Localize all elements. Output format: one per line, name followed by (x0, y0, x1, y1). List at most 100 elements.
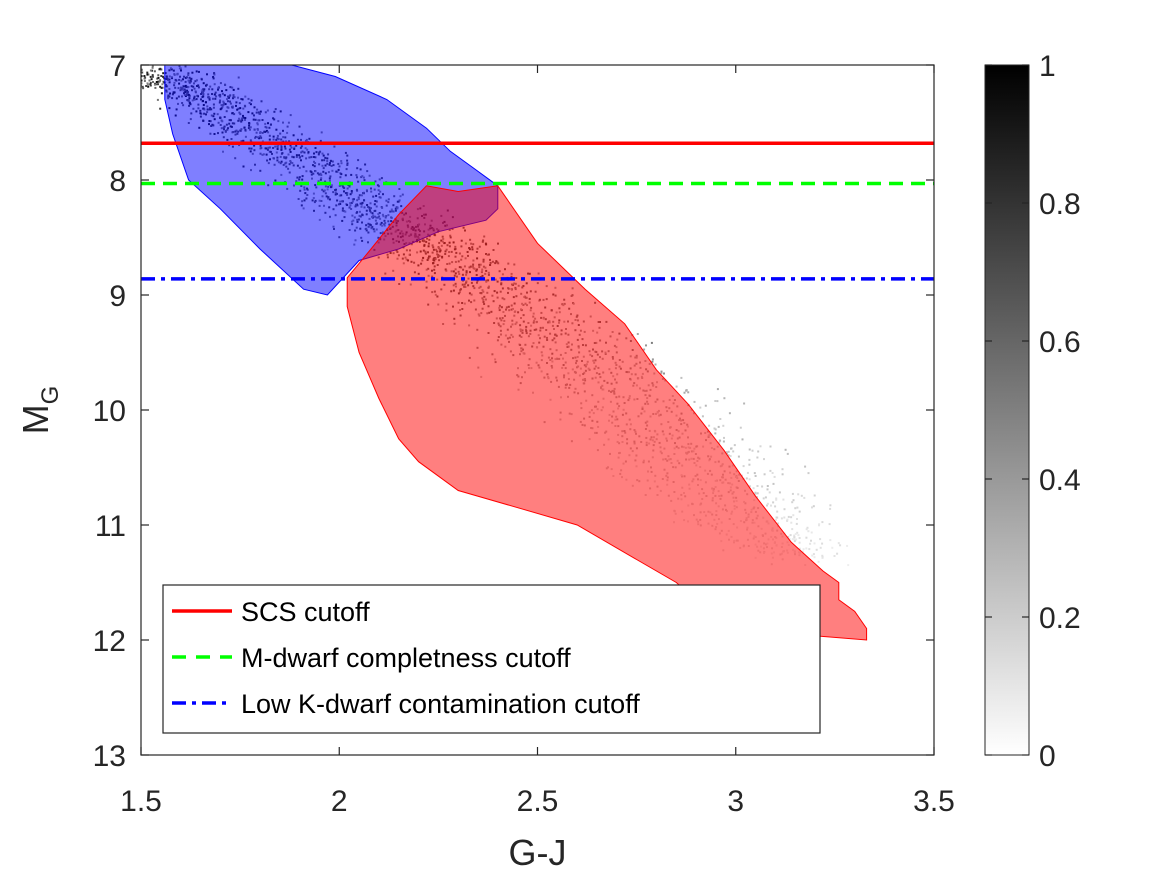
x-tick-label: 2.5 (517, 785, 559, 818)
density-cell (155, 81, 158, 83)
density-cell (781, 473, 784, 476)
density-cell (714, 428, 717, 431)
colorbar-ticks: 0 0.2 0.4 0.6 0.8 1 (985, 50, 1081, 773)
density-cell (727, 450, 730, 453)
density-cell (739, 426, 742, 429)
density-cell (757, 450, 760, 453)
density-cell (722, 424, 725, 427)
density-cell (151, 74, 154, 77)
density-cell (135, 82, 137, 84)
density-cell (763, 473, 766, 476)
density-cell (772, 501, 775, 504)
density-cell (146, 71, 149, 74)
density-cell (714, 432, 717, 435)
x-tick-label: 3 (727, 785, 744, 818)
density-cell (795, 522, 798, 525)
y-axis-label-main: M (15, 404, 56, 434)
density-cell (737, 455, 740, 458)
density-cell (134, 71, 136, 73)
density-cell (660, 372, 663, 375)
density-cell (727, 454, 730, 457)
density-cell (654, 363, 657, 366)
density-cell (756, 456, 759, 459)
density-cell (733, 444, 736, 447)
density-cell (137, 82, 139, 84)
density-cell (797, 493, 800, 496)
density-cell (701, 415, 704, 418)
density-cell (775, 498, 778, 501)
density-cell (804, 465, 807, 468)
density-cell (798, 541, 801, 544)
legend-box (162, 584, 821, 734)
density-cell (813, 556, 816, 559)
density-cell (142, 87, 145, 90)
density-cell (775, 497, 778, 500)
density-cell (809, 542, 812, 545)
density-cell (753, 472, 756, 475)
density-cell (846, 544, 849, 547)
density-cell (660, 370, 663, 373)
colorbar-gradient (984, 64, 1030, 756)
density-cell (783, 516, 786, 519)
density-cell (769, 445, 772, 448)
density-cell (722, 440, 725, 443)
density-cell (151, 66, 154, 69)
density-cell (728, 412, 731, 415)
density-cell (789, 534, 792, 537)
density-cell (761, 485, 764, 488)
density-cell (772, 482, 775, 485)
density-cell (783, 508, 786, 511)
density-cell (811, 506, 813, 509)
density-cell (743, 402, 746, 405)
density-cell (150, 78, 153, 81)
density-cell (693, 400, 696, 403)
density-cell (791, 492, 794, 495)
density-cell (777, 522, 779, 525)
density-cell (813, 494, 816, 497)
density-cell (766, 488, 769, 491)
density-cell (810, 539, 812, 542)
density-cell (756, 485, 759, 487)
density-cell (786, 518, 789, 521)
density-cell (771, 472, 774, 474)
density-cell (821, 554, 824, 557)
density-cell (751, 449, 754, 452)
density-cell (719, 439, 722, 442)
density-cell (157, 80, 160, 83)
density-cell (759, 445, 762, 448)
density-cell (805, 547, 808, 550)
density-cell (160, 92, 163, 95)
density-cell (152, 81, 154, 83)
density-cell (723, 436, 725, 439)
density-cell (748, 458, 751, 461)
density-cell (141, 75, 143, 78)
density-cell (748, 448, 751, 451)
density-cell (143, 80, 146, 82)
density-cell (796, 531, 799, 534)
density-cell (146, 82, 149, 85)
density-cell (717, 425, 720, 428)
density-cell (651, 360, 654, 363)
density-cell (160, 68, 163, 71)
density-cell (105, 72, 107, 74)
density-cell (801, 550, 804, 553)
density-cell (645, 344, 647, 347)
density-cell (829, 539, 832, 542)
density-cell (139, 67, 141, 69)
density-cell (746, 471, 749, 474)
legend-label-scs: SCS cutoff (241, 597, 370, 627)
cutoff-layer (141, 141, 934, 281)
legend: SCS cutoff M-dwarf completness cutoff Low … (162, 584, 821, 734)
density-cell (161, 86, 164, 89)
density-cell (716, 388, 719, 391)
density-cell (158, 79, 161, 82)
density-cell (837, 542, 840, 545)
density-cell (794, 507, 797, 510)
density-cell (141, 79, 143, 82)
density-cell (792, 499, 795, 502)
density-cell (829, 504, 832, 507)
x-tick-label: 2 (331, 785, 348, 818)
x-tick-label: 3.5 (913, 785, 955, 818)
density-cell (766, 502, 769, 505)
